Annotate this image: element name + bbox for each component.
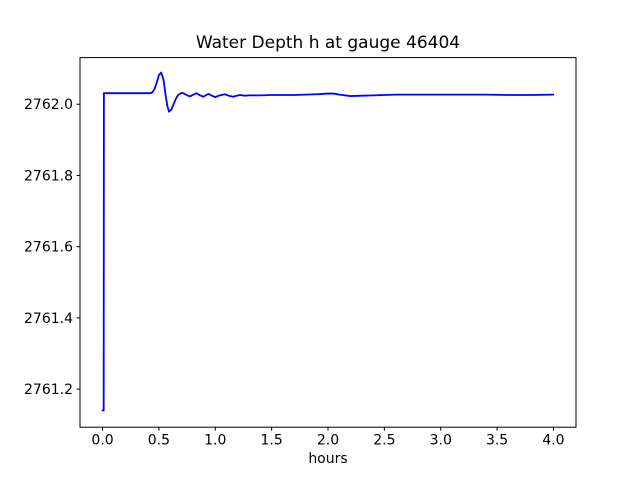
chart-title: Water Depth h at gauge 46404 — [195, 33, 461, 53]
y-tick-label: 2761.2 — [24, 382, 73, 398]
y-tick-label: 2761.6 — [24, 240, 73, 256]
data-line-water-depth-h — [101, 71, 555, 412]
x-tick-label: 3.5 — [486, 433, 508, 449]
y-tick-label: 2762.0 — [24, 97, 73, 113]
x-tick-label: 2.0 — [317, 433, 339, 449]
x-axis-label: hours — [308, 451, 348, 467]
x-tick-label: 0.0 — [91, 433, 113, 449]
axes-frame — [79, 57, 577, 428]
y-tick-label: 2761.4 — [24, 311, 73, 327]
x-tick-label: 2.5 — [373, 433, 395, 449]
x-tick-label: 4.0 — [542, 433, 564, 449]
x-tick-label: 1.0 — [204, 433, 226, 449]
y-tick-label: 2761.8 — [24, 168, 73, 184]
x-tick-label: 1.5 — [261, 433, 283, 449]
x-tick-label: 0.5 — [148, 433, 170, 449]
x-tick-label: 3.0 — [430, 433, 452, 449]
